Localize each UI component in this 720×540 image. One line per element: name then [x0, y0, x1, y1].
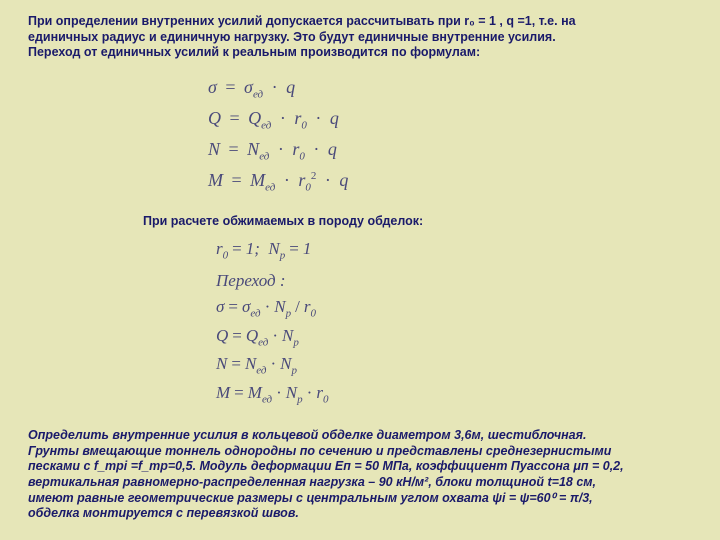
intro-line: единичных радиус и единичную нагрузку. Э…: [28, 30, 692, 46]
formula-n-2: N=Nед·Np: [216, 351, 692, 379]
task-line: обделка монтируется с перевязкой швов.: [28, 506, 692, 522]
task-line: Определить внутренние усилия в кольцевой…: [28, 428, 692, 444]
formula-transition-label: Переход :: [216, 264, 692, 294]
document-page: При определении внутренних усилий допуск…: [0, 0, 720, 534]
formula-q: Q = Qед · r0 · q: [208, 104, 692, 135]
subsection-title: При расчете обжимаемых в породу обделок:: [143, 214, 692, 228]
formula-m: M = Mед · r02 · q: [208, 166, 692, 197]
task-paragraph: Определить внутренние усилия в кольцевой…: [28, 428, 692, 522]
intro-line: При определении внутренних усилий допуск…: [28, 14, 692, 30]
task-line: песками с f_mpi =f_mp=0,5. Модуль деформ…: [28, 459, 692, 475]
formula-sigma-2: σ=σед·Np/r0: [216, 294, 692, 322]
formula-q-2: Q=Qед·Np: [216, 323, 692, 351]
task-line: Грунты вмещающие тоннель однородны по се…: [28, 444, 692, 460]
formulas-primary: σ = σед · q Q = Qед · r0 · q N = Nед · r…: [208, 73, 692, 198]
formula-m-2: M=Mед·Np·r0: [216, 380, 692, 408]
formula-sigma: σ = σед · q: [208, 73, 692, 104]
task-line: вертикальная равномерно-распределенная н…: [28, 475, 692, 491]
formula-init: r0=1; Np=1: [216, 236, 692, 264]
intro-line: Переход от единичных усилий к реальным п…: [28, 45, 692, 61]
formulas-secondary: r0=1; Np=1 Переход : σ=σед·Np/r0 Q=Qед·N…: [216, 236, 692, 409]
intro-paragraph: При определении внутренних усилий допуск…: [28, 14, 692, 61]
formula-n: N = Nед · r0 · q: [208, 135, 692, 166]
task-line: имеют равные геометрические размеры с це…: [28, 491, 692, 507]
